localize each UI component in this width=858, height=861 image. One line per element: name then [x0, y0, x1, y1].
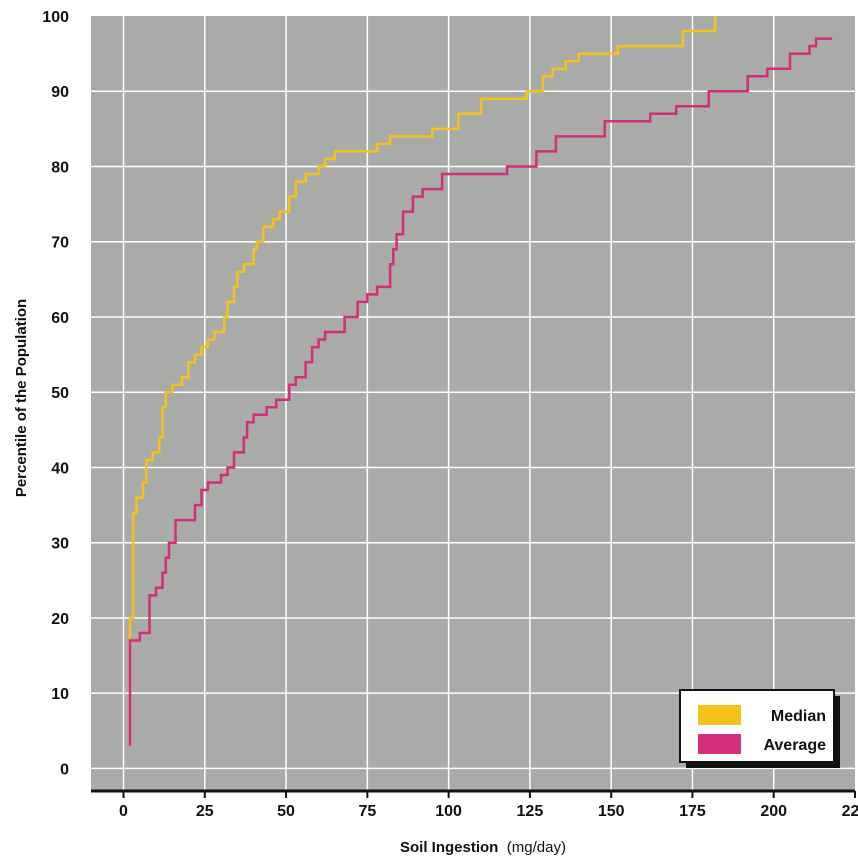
- y-tick-label: 40: [51, 460, 69, 477]
- y-tick-label: 30: [51, 536, 69, 553]
- x-tick-label: 25: [196, 803, 214, 820]
- series-line-median: [128, 16, 717, 746]
- y-tick-label: 0: [60, 761, 69, 778]
- x-tick-label: 125: [517, 803, 544, 820]
- x-axis-label-name: Soil Ingestion: [400, 839, 498, 856]
- legend-label-median: Median: [771, 708, 826, 725]
- x-tick-label: 100: [435, 803, 462, 820]
- y-axis-label: Percentile of the Population: [13, 299, 30, 497]
- y-tick-label: 100: [42, 9, 69, 26]
- x-tick-label: 200: [760, 803, 787, 820]
- y-tick-label: 70: [51, 235, 69, 252]
- x-axis-label: Soil Ingestion (mg/day): [400, 839, 566, 856]
- x-axis-label-unit: (mg/day): [507, 839, 566, 856]
- series-line-average: [128, 37, 833, 746]
- x-tick-label: 50: [277, 803, 295, 820]
- series-lines: [128, 16, 833, 746]
- legend-label-average: Average: [763, 737, 826, 754]
- x-tick-label: 150: [598, 803, 625, 820]
- x-tick-label: 75: [358, 803, 376, 820]
- legend-swatch-median: [698, 705, 741, 725]
- y-tick-label: 10: [51, 686, 69, 703]
- y-tick-label: 90: [51, 84, 69, 101]
- x-tick-label: 175: [679, 803, 706, 820]
- legend: Median Average: [679, 689, 840, 768]
- y-tick-label: 60: [51, 310, 69, 327]
- y-axis-ticks: 0 10 20 30 40 50 60 70 80 90 100: [42, 9, 69, 778]
- legend-swatch-average: [698, 734, 741, 754]
- x-axis-ticks: 0 25 50 75 100 125 150 175 200 225: [119, 791, 858, 820]
- y-tick-label: 20: [51, 611, 69, 628]
- y-tick-label: 50: [51, 385, 69, 402]
- x-tick-label: 0: [119, 803, 128, 820]
- x-tick-label: 225: [842, 803, 858, 820]
- y-tick-label: 80: [51, 159, 69, 176]
- grid-lines: [91, 16, 855, 791]
- plot-background: [91, 16, 855, 791]
